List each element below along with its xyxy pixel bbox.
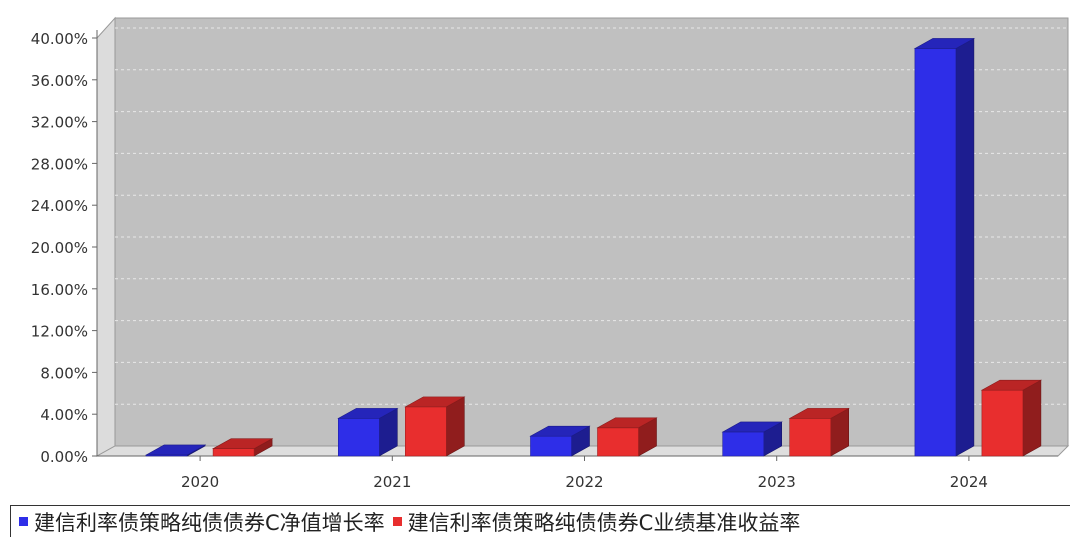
x-tick-label-2022: 2022 bbox=[565, 473, 603, 491]
bar-top bbox=[404, 396, 466, 408]
bar-front bbox=[914, 48, 957, 457]
bar-2022-nav bbox=[529, 425, 591, 457]
bar-top bbox=[337, 408, 399, 419]
y-tick-label: 4.00% bbox=[40, 406, 88, 424]
bar-chart: 0.00% 4.00% 8.00% 12.00% 16.00% 20.00% 24.00% 2… bbox=[31, 16, 1070, 491]
legend-swatch-red-icon bbox=[392, 517, 402, 526]
bar-front bbox=[722, 431, 765, 457]
bar-top bbox=[144, 444, 207, 456]
legend: 建信利率债策略纯债债券C净值增长率 建信利率债策略纯债债券C业绩基准收益率 bbox=[10, 505, 1070, 537]
y-tick-label: 32.00% bbox=[31, 114, 88, 132]
bar-2023-benchmark bbox=[788, 407, 850, 457]
bar-top bbox=[211, 438, 274, 449]
y-tick-label: 36.00% bbox=[31, 72, 88, 90]
bar-2022-benchmark bbox=[596, 417, 658, 457]
x-tick-label-2021: 2021 bbox=[373, 473, 411, 491]
y-tick-label: 28.00% bbox=[31, 155, 88, 173]
y-tick-labels: 0.00% 4.00% 8.00% 12.00% 16.00% 20.00% 24.00% 2… bbox=[31, 30, 97, 466]
bars bbox=[144, 37, 1043, 457]
y-tick-label: 12.00% bbox=[31, 323, 88, 341]
plot-walls bbox=[95, 16, 1070, 457]
bar-front bbox=[212, 448, 255, 457]
legend-item-benchmark: 建信利率债策略纯债债券C业绩基准收益率 bbox=[392, 507, 801, 537]
axes bbox=[96, 30, 1058, 457]
legend-item-nav: 建信利率债策略纯债债券C净值增长率 bbox=[19, 507, 385, 537]
plot-background bbox=[114, 17, 1069, 447]
bar-front bbox=[404, 406, 447, 457]
bar-2021-benchmark bbox=[404, 396, 466, 457]
y-tick-label: 0.00% bbox=[40, 448, 88, 466]
bar-front bbox=[597, 427, 639, 457]
legend-swatch-blue-icon bbox=[19, 517, 28, 526]
bar-2021-nav bbox=[337, 407, 399, 457]
bar-top bbox=[913, 38, 976, 49]
bar-front bbox=[789, 418, 832, 457]
bar-front bbox=[981, 389, 1024, 457]
grid-lines bbox=[115, 27, 1068, 405]
bar-2023-nav bbox=[721, 421, 783, 457]
bar-top bbox=[721, 421, 783, 433]
y-tick-label: 16.00% bbox=[31, 281, 88, 299]
bar-side bbox=[1022, 379, 1042, 457]
y-tick-label: 8.00% bbox=[40, 364, 88, 382]
x-tick-label-2024: 2024 bbox=[950, 473, 988, 491]
legend-label-benchmark: 建信利率债策略纯债债券C业绩基准收益率 bbox=[407, 510, 801, 535]
bar-side bbox=[955, 37, 975, 457]
x-tick-labels: 2020 2021 2022 2023 2024 bbox=[181, 456, 988, 491]
legend-label-nav: 建信利率债策略纯债债券C净值增长率 bbox=[34, 510, 385, 535]
x-tick-label-2020: 2020 bbox=[181, 473, 219, 491]
x-tick-label-2023: 2023 bbox=[758, 473, 796, 491]
bar-top bbox=[529, 425, 591, 437]
y-tick-label: 24.00% bbox=[31, 197, 88, 215]
bar-front bbox=[337, 418, 380, 457]
bar-top bbox=[596, 417, 658, 429]
bar-2020-nav bbox=[144, 444, 207, 457]
bar-side bbox=[445, 396, 465, 457]
bar-front bbox=[530, 435, 572, 457]
bar-2020-benchmark bbox=[211, 438, 274, 457]
side-wall bbox=[96, 16, 116, 457]
bar-top bbox=[788, 408, 850, 419]
bar-2024-benchmark bbox=[980, 379, 1043, 457]
y-tick-label: 40.00% bbox=[31, 30, 88, 48]
bar-top bbox=[980, 379, 1043, 391]
y-tick-label: 20.00% bbox=[31, 239, 88, 257]
bar-2024-nav bbox=[913, 37, 976, 457]
